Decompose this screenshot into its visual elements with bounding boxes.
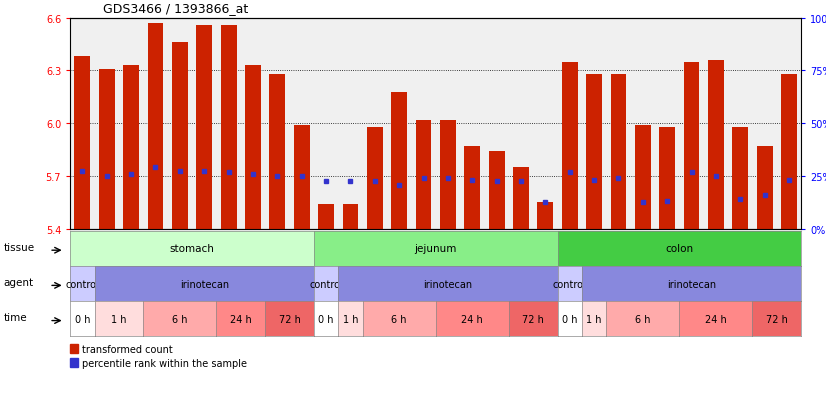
Text: 1 h: 1 h bbox=[343, 314, 358, 324]
Text: colon: colon bbox=[665, 244, 694, 254]
Bar bbox=[464, 147, 480, 229]
Text: transformed count: transformed count bbox=[82, 344, 173, 354]
Text: 6 h: 6 h bbox=[392, 314, 407, 324]
Bar bbox=[610, 75, 626, 229]
Text: percentile rank within the sample: percentile rank within the sample bbox=[82, 358, 247, 368]
Bar bbox=[269, 75, 285, 229]
Bar bbox=[294, 126, 310, 229]
Bar bbox=[635, 126, 651, 229]
Bar bbox=[367, 127, 382, 229]
Bar bbox=[221, 26, 236, 229]
Bar bbox=[659, 127, 675, 229]
Text: 1 h: 1 h bbox=[112, 314, 126, 324]
Text: 6 h: 6 h bbox=[172, 314, 188, 324]
Bar bbox=[197, 26, 212, 229]
Bar bbox=[343, 204, 358, 229]
Bar bbox=[489, 152, 505, 229]
Text: 24 h: 24 h bbox=[230, 314, 252, 324]
Text: 72 h: 72 h bbox=[522, 314, 544, 324]
Bar bbox=[733, 127, 748, 229]
Text: irinotecan: irinotecan bbox=[180, 279, 229, 289]
Text: agent: agent bbox=[3, 277, 34, 287]
Bar bbox=[562, 62, 577, 229]
Text: control: control bbox=[553, 279, 586, 289]
Bar bbox=[757, 147, 772, 229]
Bar bbox=[392, 92, 407, 229]
Bar bbox=[318, 204, 334, 229]
Text: tissue: tissue bbox=[3, 242, 35, 252]
Text: 72 h: 72 h bbox=[766, 314, 788, 324]
Text: time: time bbox=[3, 312, 27, 322]
Bar bbox=[586, 75, 602, 229]
Text: 72 h: 72 h bbox=[278, 314, 301, 324]
Text: control: control bbox=[309, 279, 343, 289]
Text: irinotecan: irinotecan bbox=[667, 279, 716, 289]
Bar bbox=[172, 43, 188, 229]
Bar bbox=[74, 57, 90, 229]
Text: jejunum: jejunum bbox=[415, 244, 457, 254]
Bar bbox=[245, 66, 261, 229]
Text: control: control bbox=[65, 279, 99, 289]
Bar bbox=[99, 69, 115, 229]
Text: 0 h: 0 h bbox=[318, 314, 334, 324]
Bar bbox=[538, 203, 553, 229]
Text: stomach: stomach bbox=[169, 244, 215, 254]
Text: GDS3466 / 1393866_at: GDS3466 / 1393866_at bbox=[103, 2, 249, 15]
Text: 24 h: 24 h bbox=[462, 314, 483, 324]
Text: 24 h: 24 h bbox=[705, 314, 727, 324]
Bar bbox=[123, 66, 139, 229]
Bar bbox=[70, 358, 78, 367]
Text: irinotecan: irinotecan bbox=[424, 279, 472, 289]
Bar bbox=[781, 75, 797, 229]
Bar bbox=[708, 61, 724, 229]
Text: 0 h: 0 h bbox=[562, 314, 577, 324]
Text: 0 h: 0 h bbox=[74, 314, 90, 324]
Bar bbox=[415, 120, 431, 229]
Bar bbox=[440, 120, 456, 229]
Bar bbox=[684, 62, 700, 229]
Bar bbox=[70, 344, 78, 353]
Bar bbox=[513, 168, 529, 229]
Bar bbox=[148, 24, 164, 229]
Text: 1 h: 1 h bbox=[586, 314, 602, 324]
Text: 6 h: 6 h bbox=[635, 314, 651, 324]
